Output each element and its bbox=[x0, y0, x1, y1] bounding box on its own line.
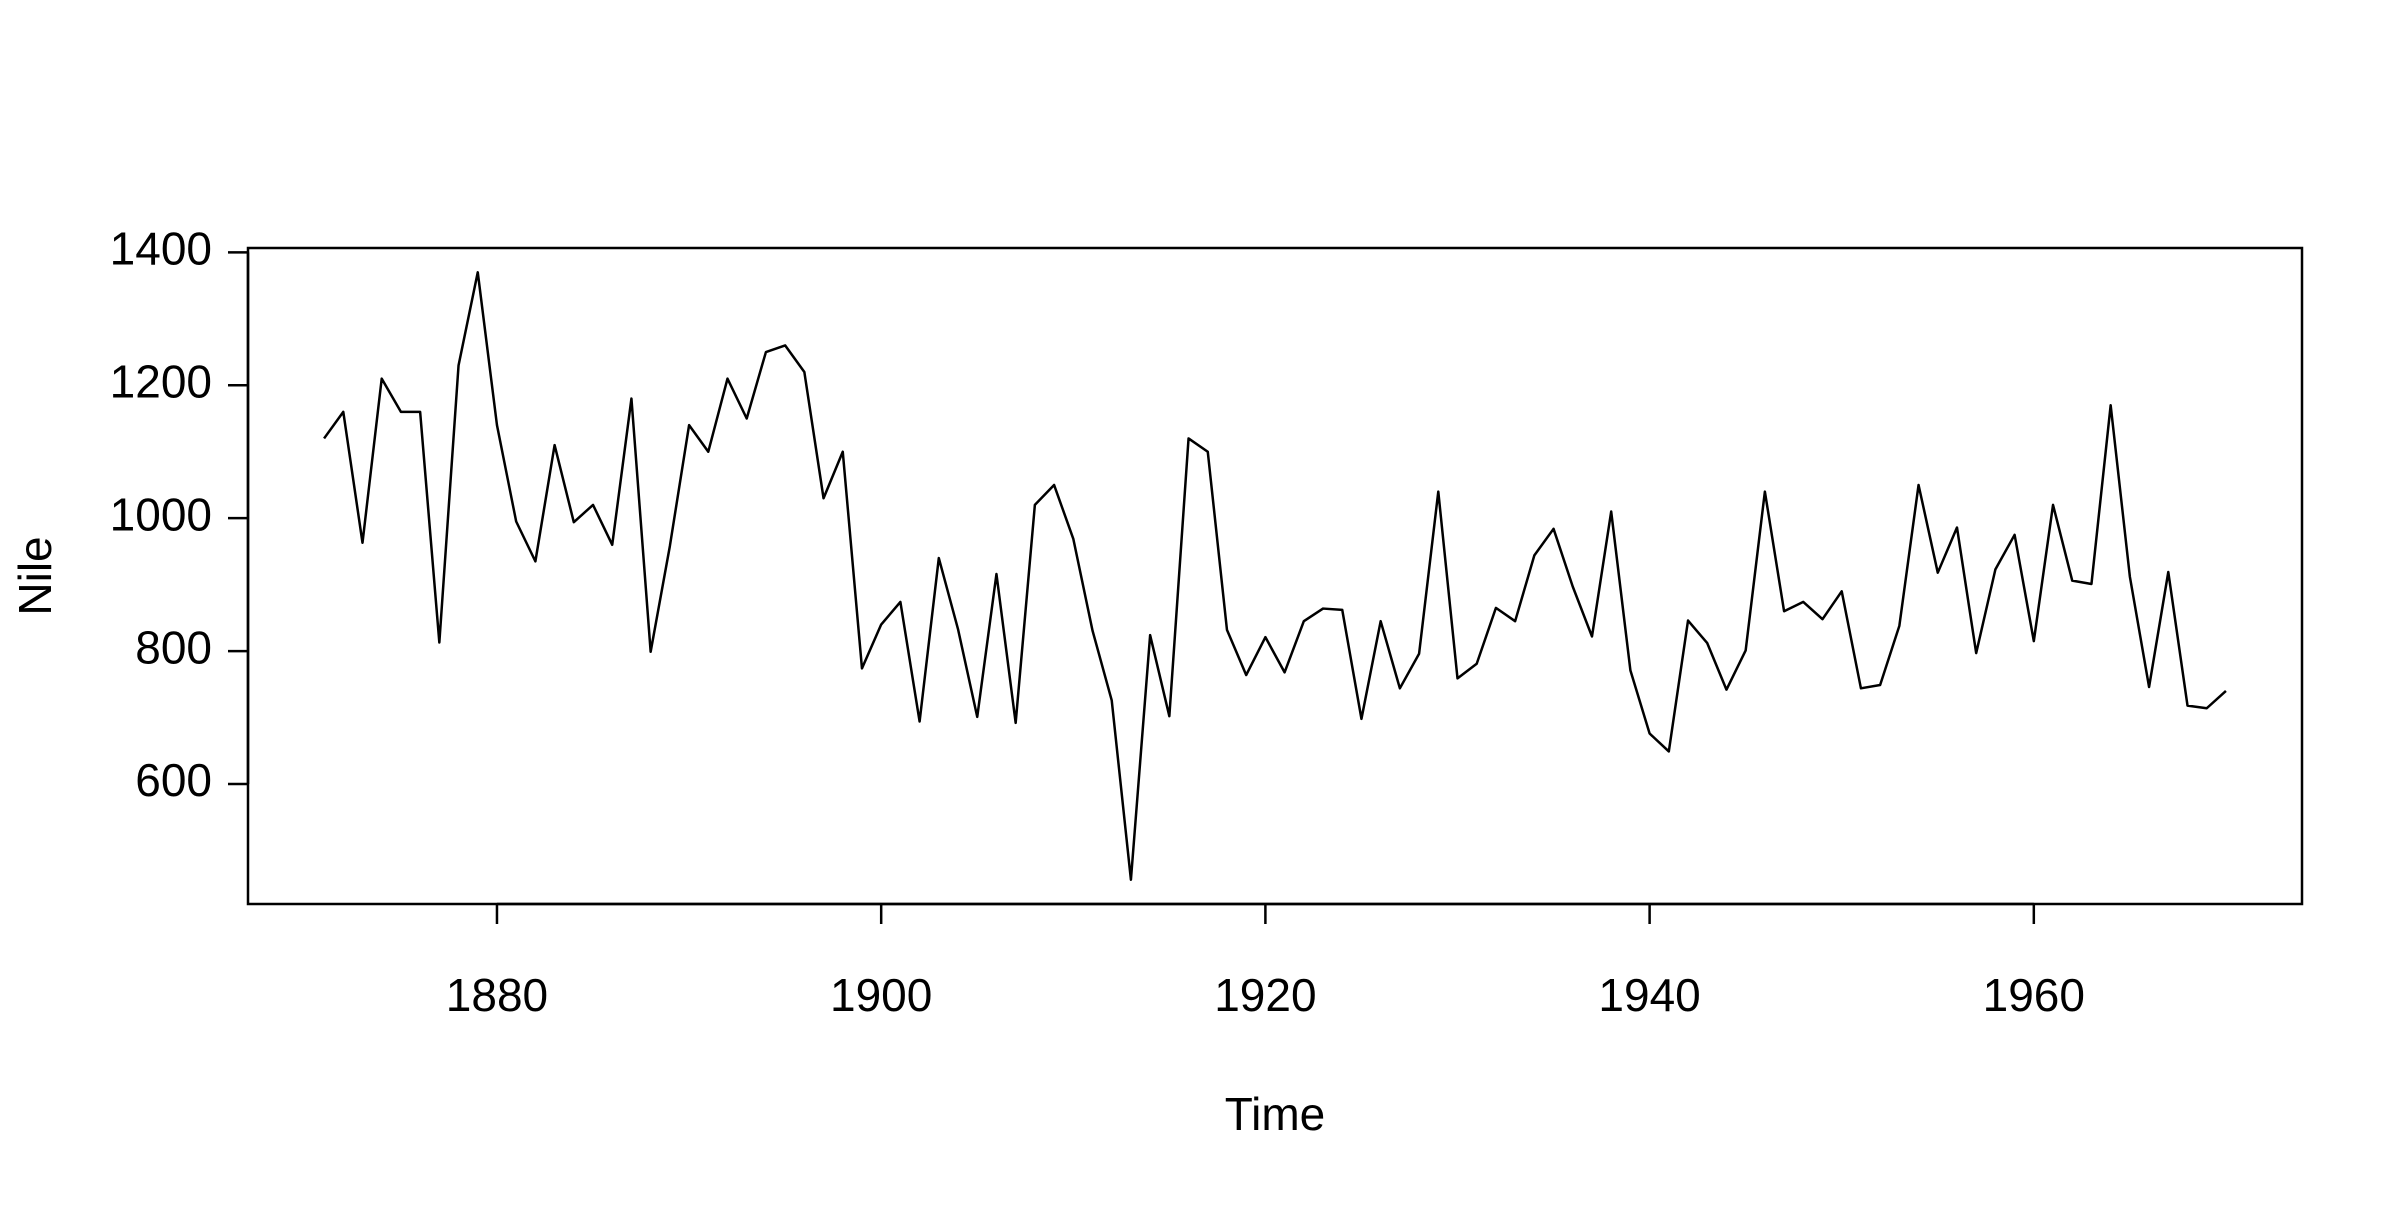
y-axis-label: Nile bbox=[9, 536, 61, 615]
x-tick-label: 1960 bbox=[1983, 969, 2085, 1021]
y-tick-label: 1000 bbox=[110, 488, 212, 540]
y-tick-label: 600 bbox=[135, 754, 212, 806]
x-tick-label: 1900 bbox=[830, 969, 932, 1021]
data-line bbox=[323, 271, 2227, 881]
y-tick-label: 1200 bbox=[110, 355, 212, 407]
x-tick-label: 1920 bbox=[1214, 969, 1316, 1021]
x-tick-label: 1880 bbox=[446, 969, 548, 1021]
x-axis-label: Time bbox=[1225, 1088, 1326, 1140]
x-tick-label: 1940 bbox=[1598, 969, 1700, 1021]
y-tick-label: 800 bbox=[135, 621, 212, 673]
y-tick-label: 1400 bbox=[110, 223, 212, 275]
